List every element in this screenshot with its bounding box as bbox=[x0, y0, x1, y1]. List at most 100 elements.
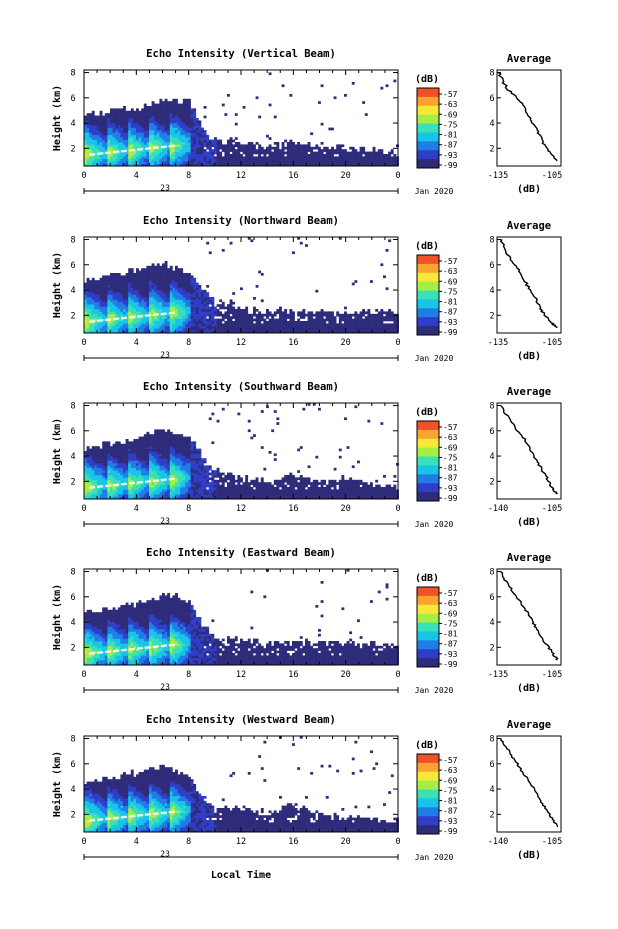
heatmap-cell bbox=[180, 127, 184, 131]
heatmap-cell bbox=[255, 96, 259, 100]
heatmap-cell bbox=[154, 301, 158, 305]
heatmap-cell bbox=[338, 318, 342, 322]
heatmap-cell bbox=[167, 306, 171, 310]
heatmap-cell bbox=[143, 120, 147, 124]
heatmap-cell bbox=[172, 120, 176, 124]
heatmap-cell bbox=[203, 299, 207, 303]
heatmap-cell bbox=[188, 132, 191, 136]
heatmap-cell bbox=[195, 294, 199, 298]
heatmap-cell bbox=[203, 130, 207, 133]
heatmap-cell bbox=[258, 149, 262, 152]
heatmap-cell bbox=[177, 455, 181, 459]
heatmap-cell bbox=[208, 330, 212, 334]
heatmap-cell bbox=[390, 328, 394, 331]
heatmap-cell bbox=[104, 277, 108, 281]
heatmap-cell bbox=[172, 434, 176, 437]
heatmap-cell bbox=[94, 285, 98, 288]
heatmap-cell bbox=[86, 156, 90, 160]
heatmap-cell bbox=[141, 299, 145, 303]
heatmap-cell bbox=[190, 146, 194, 150]
heatmap-cell bbox=[102, 158, 106, 162]
heatmap-cell bbox=[146, 110, 150, 114]
heatmap-cell bbox=[115, 149, 119, 152]
heatmap-cell bbox=[377, 321, 381, 324]
heatmap-cell bbox=[331, 325, 334, 329]
heatmap-cell bbox=[284, 328, 288, 331]
heatmap-cell bbox=[97, 460, 100, 464]
heatmap-cell bbox=[180, 460, 184, 464]
heatmap-cell bbox=[138, 479, 142, 483]
heatmap-cell bbox=[133, 330, 137, 334]
heatmap-cell bbox=[156, 299, 160, 303]
heatmap-cell bbox=[167, 441, 171, 445]
heatmap-cell bbox=[167, 496, 171, 500]
heatmap-cell bbox=[125, 287, 129, 291]
heatmap-cell bbox=[224, 330, 228, 334]
heatmap-cell bbox=[159, 282, 163, 286]
heatmap-cell bbox=[292, 154, 295, 157]
heatmap-cell bbox=[136, 130, 139, 133]
heatmap-cell bbox=[138, 134, 142, 138]
heatmap-cell bbox=[149, 287, 152, 291]
heatmap-cell bbox=[141, 163, 145, 167]
heatmap-cell bbox=[136, 321, 139, 324]
heatmap-cell bbox=[188, 458, 191, 461]
heatmap-cell bbox=[172, 436, 176, 440]
heatmap-cell bbox=[159, 311, 163, 315]
heatmap-cell bbox=[245, 161, 249, 164]
heatmap-cell bbox=[123, 292, 126, 295]
heatmap-cell bbox=[151, 125, 155, 128]
heatmap-cell bbox=[232, 156, 236, 160]
heatmap-cell bbox=[190, 280, 194, 283]
heatmap-cell bbox=[149, 120, 152, 124]
heatmap-cell bbox=[110, 132, 113, 136]
heatmap-cell bbox=[349, 151, 353, 155]
colorbar-swatch bbox=[417, 88, 439, 98]
heatmap-cell bbox=[159, 465, 163, 469]
heatmap-cell bbox=[130, 453, 134, 457]
heatmap-cell bbox=[133, 287, 137, 291]
heatmap-cell bbox=[141, 318, 145, 322]
heatmap-cell bbox=[383, 328, 386, 331]
heatmap-cell bbox=[289, 330, 293, 334]
heatmap-cell bbox=[315, 316, 319, 319]
heatmap-cell bbox=[190, 289, 194, 293]
heatmap-cell bbox=[276, 325, 280, 329]
heatmap-cell bbox=[167, 436, 171, 440]
heatmap-cell bbox=[91, 161, 95, 164]
heatmap-cell bbox=[271, 316, 275, 319]
heatmap-cell bbox=[97, 494, 100, 497]
heatmap-cell bbox=[123, 142, 126, 145]
heatmap-cell bbox=[91, 446, 95, 449]
heatmap-cell bbox=[195, 318, 199, 322]
heatmap-cell bbox=[393, 318, 397, 322]
heatmap-cell bbox=[338, 328, 342, 331]
heatmap-cell bbox=[167, 125, 171, 128]
heatmap-cell bbox=[162, 297, 165, 300]
heatmap-cell bbox=[214, 321, 217, 324]
heatmap-cell bbox=[154, 130, 158, 133]
heatmap-cell bbox=[359, 328, 363, 331]
heatmap-cell bbox=[346, 154, 350, 157]
heatmap-cell bbox=[172, 98, 176, 102]
heatmap-cell bbox=[203, 323, 207, 327]
heatmap-cell bbox=[102, 289, 106, 293]
heatmap-cell bbox=[190, 325, 194, 329]
heatmap-cell bbox=[138, 287, 142, 291]
heatmap-cell bbox=[180, 496, 184, 500]
heatmap-cell bbox=[263, 325, 267, 329]
heatmap-cell bbox=[143, 285, 147, 288]
heatmap-cell bbox=[84, 467, 87, 471]
heatmap-cell bbox=[112, 110, 116, 114]
heatmap-cell bbox=[94, 491, 98, 495]
heatmap-cell bbox=[320, 309, 324, 312]
heatmap-cell bbox=[120, 443, 124, 447]
heatmap-cell bbox=[385, 311, 389, 315]
heatmap-cell bbox=[123, 453, 126, 457]
heatmap-cell bbox=[385, 323, 389, 327]
heatmap-cell bbox=[94, 297, 98, 300]
heatmap-cell bbox=[167, 282, 171, 286]
heatmap-cell bbox=[146, 282, 150, 286]
heatmap-cell bbox=[172, 494, 176, 497]
heatmap-cell bbox=[172, 151, 176, 155]
